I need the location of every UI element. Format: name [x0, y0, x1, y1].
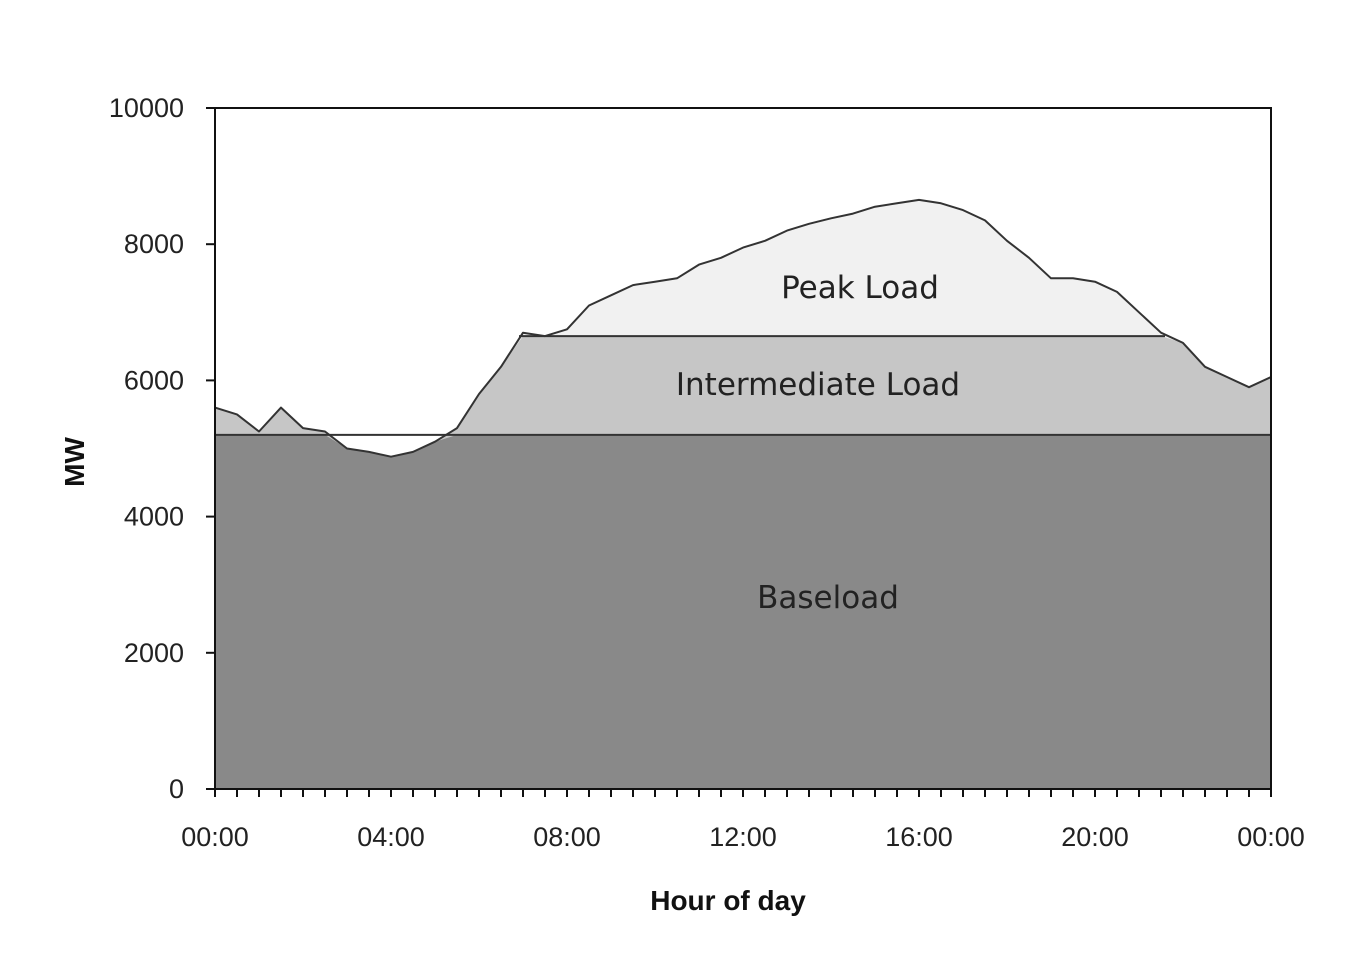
x-tick-label: 00:00	[1237, 822, 1305, 852]
series-label-baseload: Baseload	[757, 580, 899, 616]
x-tick-label: 08:00	[533, 822, 601, 852]
y-tick-label: 10000	[109, 93, 184, 123]
boundary-lines	[214, 198, 1272, 458]
x-tick-label: 16:00	[885, 822, 953, 852]
y-axis-ticks: 0 2000 4000 6000 8000 10000	[109, 93, 215, 804]
x-axis-title: Hour of day	[650, 885, 806, 916]
stacked-areas	[215, 199, 1271, 789]
y-tick-label: 8000	[124, 229, 184, 259]
baseload-area	[215, 434, 1271, 789]
demand-curve-line	[214, 198, 1272, 458]
series-label-peak-load: Peak Load	[781, 270, 939, 306]
x-tick-label: 04:00	[357, 822, 425, 852]
series-label-intermediate-load: Intermediate Load	[676, 367, 960, 403]
y-tick-label: 2000	[124, 638, 184, 668]
y-tick-label: 0	[169, 774, 184, 804]
y-tick-label: 6000	[124, 365, 184, 395]
x-axis-ticks: 00:00 04:00 08:00 12:00 16:00 20:00 00:00	[181, 789, 1305, 852]
x-tick-label: 20:00	[1061, 822, 1129, 852]
x-tick-label: 00:00	[181, 822, 249, 852]
y-tick-label: 4000	[124, 502, 184, 532]
x-tick-label: 12:00	[709, 822, 777, 852]
y-axis-title: MW	[59, 437, 90, 487]
